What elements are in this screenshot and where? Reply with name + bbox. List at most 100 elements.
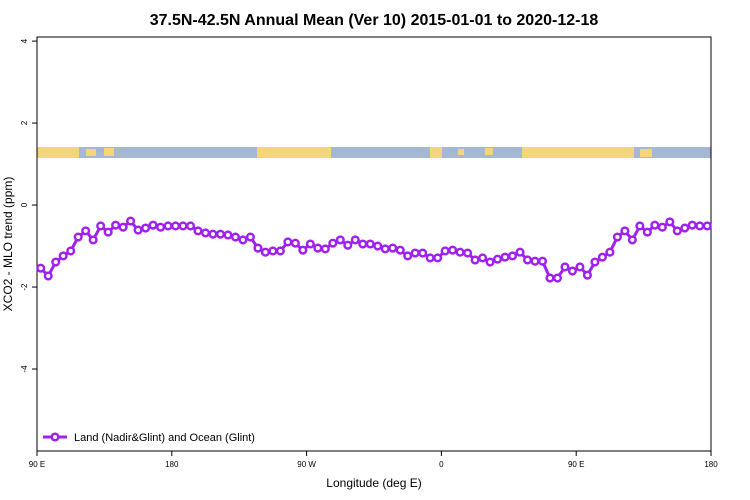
data-point: [275, 246, 285, 256]
data-point: [343, 240, 353, 250]
data-point: [507, 251, 518, 261]
map-strip: [37, 147, 711, 158]
x-tick-label: 180: [704, 460, 718, 469]
data-point: [313, 243, 323, 253]
data-point: [680, 223, 690, 233]
x-tick-label: 0: [439, 460, 444, 469]
data-point: [260, 247, 270, 257]
data-point: [185, 221, 196, 231]
data-point: [493, 254, 503, 264]
x-tick-label: 90 E: [568, 460, 584, 469]
data-point: [552, 273, 563, 283]
legend-marker: [50, 432, 60, 442]
data-point: [283, 237, 293, 247]
data-point: [36, 263, 46, 273]
data-point: [522, 255, 533, 265]
data-point: [545, 273, 555, 283]
data-point: [58, 251, 68, 261]
x-tick-label: 90 W: [297, 460, 316, 469]
data-point: [238, 235, 248, 245]
data-point: [403, 251, 413, 261]
data-point: [470, 255, 480, 265]
y-tick-label: 2: [20, 120, 29, 125]
y-tick-label: 4: [20, 38, 29, 43]
data-point: [665, 217, 675, 227]
data-point: [642, 227, 652, 237]
data-point: [81, 226, 91, 236]
data-point: [620, 226, 630, 236]
data-point: [373, 241, 383, 251]
data-point: [148, 220, 158, 230]
data-point: [118, 222, 128, 232]
data-point: [612, 232, 622, 242]
data-point: [485, 257, 495, 267]
data-point: [657, 222, 667, 232]
data-point: [433, 253, 443, 263]
data-point: [582, 270, 592, 280]
data-point: [320, 244, 330, 254]
data-point: [702, 221, 712, 231]
data-point: [111, 220, 121, 230]
data-point: [560, 262, 570, 272]
data-point: [350, 235, 360, 245]
data-point: [500, 252, 510, 262]
data-point: [170, 221, 181, 231]
data-point: [298, 245, 308, 255]
data-point: [230, 232, 241, 242]
data-point: [410, 248, 420, 258]
data-point: [103, 227, 113, 237]
data-point: [223, 230, 233, 240]
plot-frame: [36, 36, 712, 452]
data-point: [440, 246, 450, 256]
data-point: [605, 247, 615, 257]
data-point: [163, 221, 173, 231]
data-point: [395, 245, 405, 255]
y-tick-label: -2: [20, 283, 29, 291]
data-point: [66, 246, 76, 256]
data-point: [455, 247, 465, 257]
legend: Land (Nadir&Glint) and Ocean (Glint): [43, 432, 255, 444]
data-point: [687, 220, 697, 230]
data-point: [96, 221, 106, 231]
data-point: [650, 220, 660, 230]
x-axis-label: Longitude (deg E): [326, 476, 421, 490]
data-point: [627, 235, 637, 245]
data-point: [43, 271, 53, 281]
data-point: [141, 223, 151, 233]
data-point: [575, 262, 585, 272]
x-tick-label: 180: [165, 460, 179, 469]
data-point: [365, 239, 375, 249]
data-point: [156, 222, 166, 232]
data-point: [672, 226, 682, 236]
y-axis-label: XCO2 - MLO trend (ppm): [1, 177, 15, 312]
data-point: [268, 246, 278, 256]
data-point: [126, 216, 136, 226]
data-point: [418, 248, 428, 258]
y-tick-label: 0: [20, 202, 29, 207]
data-point: [380, 244, 390, 254]
data-point: [305, 239, 315, 249]
data-point: [290, 238, 300, 248]
chart-title: 37.5N-42.5N Annual Mean (Ver 10) 2015-01…: [150, 12, 599, 29]
data-point: [425, 253, 435, 263]
data-point: [178, 221, 188, 231]
data-point: [328, 238, 338, 248]
data-point: [695, 221, 705, 231]
legend-label: Land (Nadir&Glint) and Ocean (Glint): [74, 432, 255, 444]
data-point: [478, 253, 488, 263]
data-point: [193, 226, 203, 236]
y-tick-label: -4: [20, 365, 29, 373]
data-point: [215, 229, 226, 239]
data-point: [530, 256, 540, 266]
data-point: [73, 232, 83, 242]
data-point: [51, 257, 61, 267]
data-point: [133, 225, 143, 235]
data-point: [515, 247, 525, 257]
data-point: [335, 235, 345, 245]
data-point: [253, 243, 263, 253]
data-point: [597, 252, 607, 262]
data-point: [590, 257, 600, 267]
data-point: [388, 243, 398, 253]
data-point: [358, 239, 368, 249]
